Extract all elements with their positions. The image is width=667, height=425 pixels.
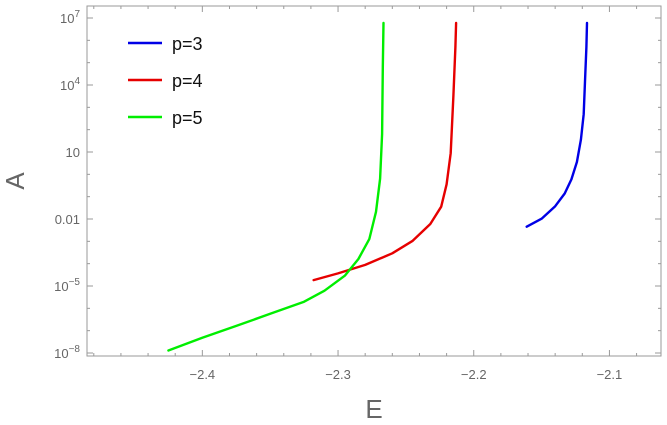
y-tick-labels: 10−8 10−5 0.01 10 104 107 [54,9,80,361]
x-tick-label: −2.2 [461,367,487,382]
legend-label: p=4 [172,71,203,91]
x-tick-label: −2.1 [597,367,623,382]
legend-label: p=3 [172,34,203,54]
legend-label: p=5 [172,108,203,128]
legend: p=3 p=4 p=5 [128,34,203,128]
y-tick-label: 10 [66,145,80,160]
series-line-p3 [525,21,589,228]
series-line-p5 [167,21,385,352]
series-line-p4 [312,21,458,282]
x-tick-label: −2.3 [325,367,351,382]
x-tick-label: −2.4 [190,367,216,382]
y-tick-label: 10−5 [54,277,80,294]
plot-frame [86,5,662,357]
x-tick-labels: −2.4 −2.3 −2.2 −2.1 [190,367,623,382]
series-lines [167,21,589,352]
y-tick-label: 10−8 [54,344,80,361]
y-tick-label: 104 [60,76,80,93]
y-tick-label: 0.01 [55,212,80,227]
x-axis-title: E [365,394,382,424]
y-axis-title: A [0,172,30,190]
tick-marks [87,6,661,356]
y-tick-label: 107 [60,9,80,26]
